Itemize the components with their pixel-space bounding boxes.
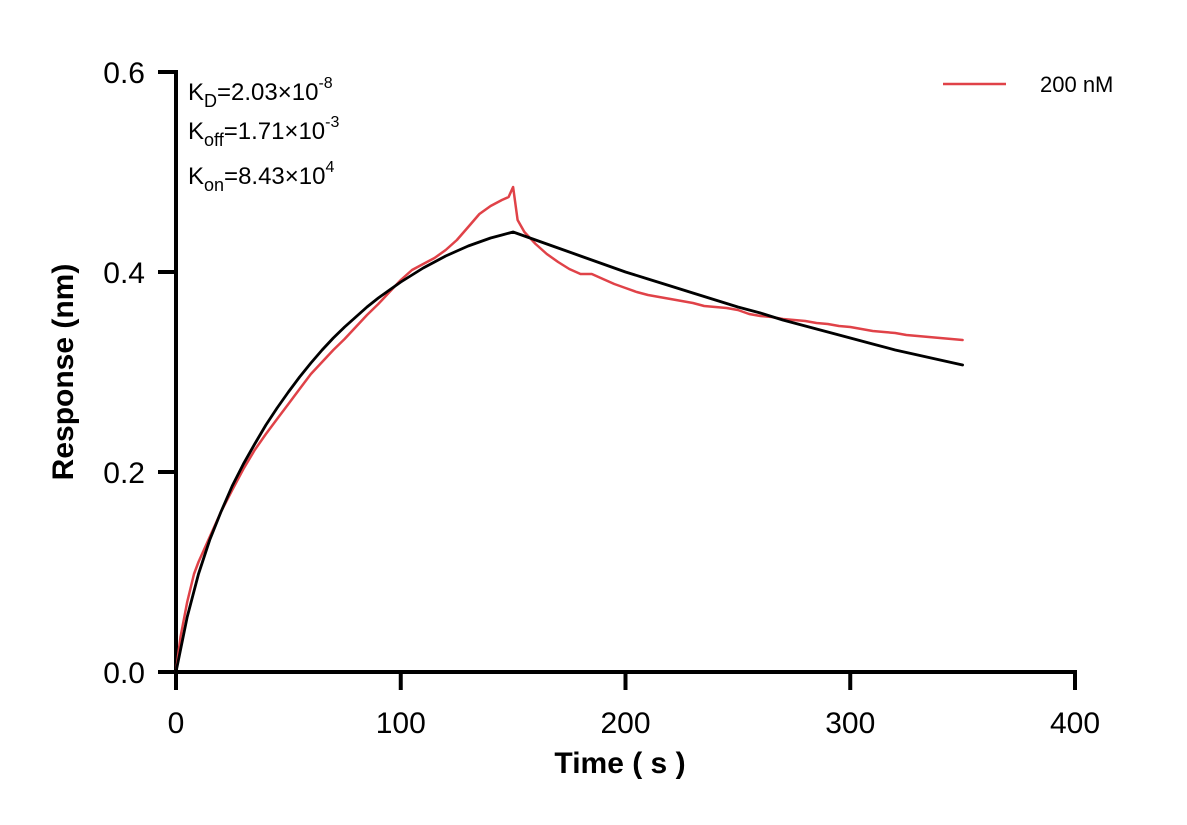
series-layer <box>174 185 964 674</box>
y-tick-label: 0.0 <box>103 657 145 690</box>
x-tick-label: 0 <box>168 707 185 740</box>
fit-curve-line <box>174 230 964 674</box>
legend: 200 nM <box>943 72 1113 97</box>
kinetic-constant-D: KD=2.03×10-8 <box>188 75 333 111</box>
x-tick-label: 100 <box>376 707 426 740</box>
y-tick-label: 0.2 <box>103 457 145 490</box>
kinetic-constant-on: Kon=8.43×104 <box>188 159 334 195</box>
series-line-200nm <box>174 185 964 674</box>
y-tick-label: 0.6 <box>103 57 145 90</box>
x-tick-label: 300 <box>825 707 875 740</box>
x-tick-label: 400 <box>1050 707 1100 740</box>
y-axis-title: Response (nm) <box>47 264 80 481</box>
legend-label: 200 nM <box>1040 72 1113 97</box>
x-axis-title: Time ( s ) <box>554 747 685 780</box>
x-tick-label: 200 <box>600 707 650 740</box>
axes <box>174 70 1077 674</box>
ticks: 0 100 200 300 400 0.0 0.2 0.4 0.6 <box>103 57 1100 740</box>
y-tick-label: 0.4 <box>103 257 145 290</box>
kinetic-constant-off: Koff=1.71×10-3 <box>188 114 339 150</box>
